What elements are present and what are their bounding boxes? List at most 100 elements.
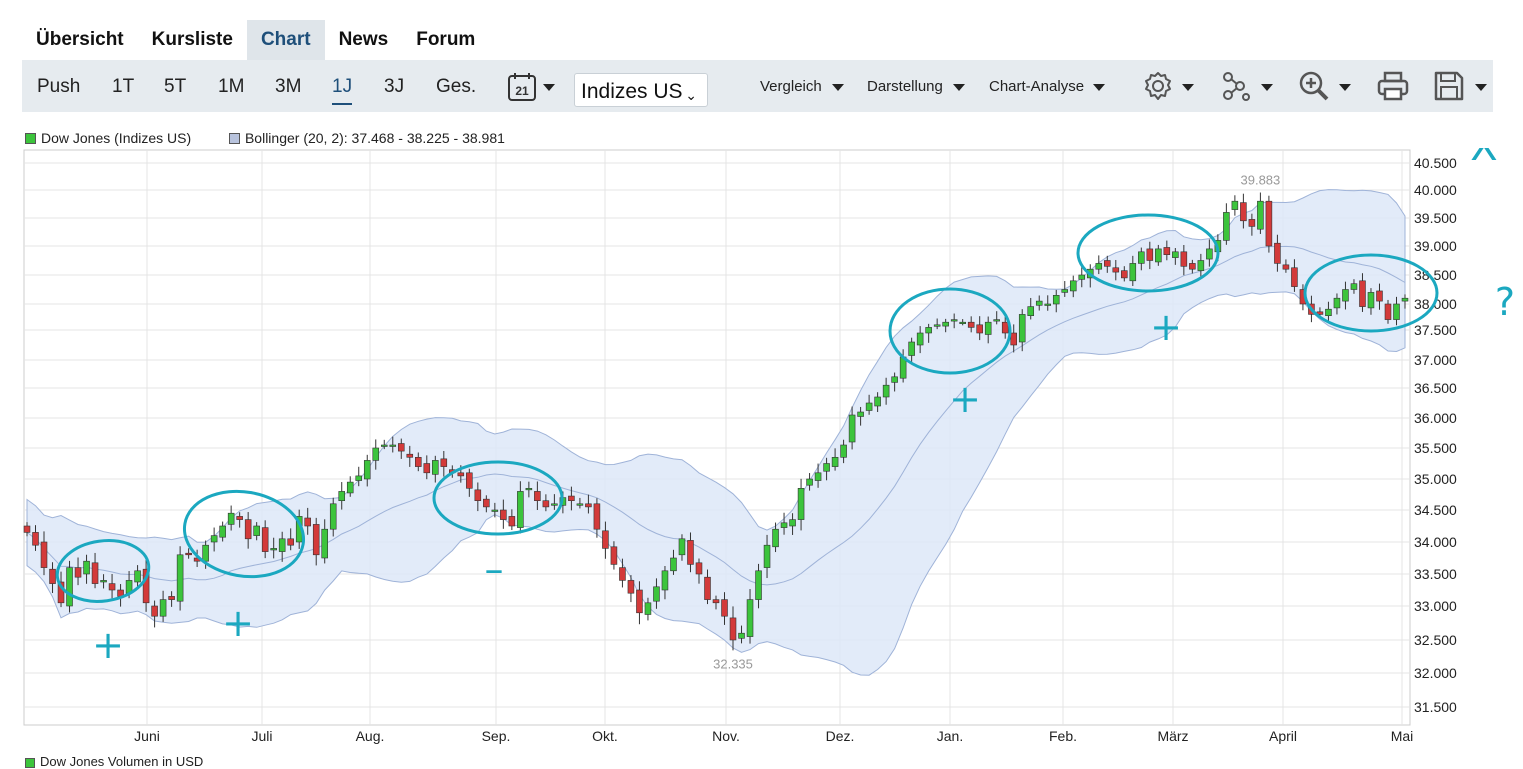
candle <box>1163 247 1171 255</box>
candle <box>346 481 354 494</box>
annotation-mark: + <box>1150 305 1182 349</box>
period-3m[interactable]: 3M <box>275 76 302 97</box>
candle <box>1248 219 1256 227</box>
candle <box>1206 248 1213 260</box>
candle <box>176 554 184 602</box>
zoom-caret-icon[interactable] <box>1339 84 1351 91</box>
legend-swatch-bollinger <box>228 132 240 144</box>
y-tick-label: 35.500 <box>1414 440 1457 456</box>
candle <box>1061 289 1069 293</box>
compare-menu[interactable]: Vergleich <box>760 78 822 95</box>
period-5t[interactable]: 5T <box>164 76 187 97</box>
tab-chart[interactable]: Chart <box>246 20 325 60</box>
candle <box>440 458 448 467</box>
y-tick-label: 36.500 <box>1414 380 1457 396</box>
y-tick-label: 40.500 <box>1414 155 1457 171</box>
candle <box>678 538 686 556</box>
period-1t[interactable]: 1T <box>112 76 135 97</box>
candle <box>66 567 73 607</box>
candle <box>1350 283 1358 290</box>
compare-caret-icon[interactable] <box>832 84 844 91</box>
period-1j[interactable]: 1J <box>332 60 353 114</box>
tab-forum[interactable]: Forum <box>416 29 476 50</box>
market-select[interactable]: Indizes US ⌄ <box>574 73 708 107</box>
candle <box>746 599 754 637</box>
candle <box>1180 251 1188 267</box>
analysis-menu[interactable]: Chart-Analyse <box>989 78 1085 95</box>
candle <box>142 568 150 604</box>
legend-bollinger: Bollinger (20, 2): 37.468 - 38.225 - 38.… <box>244 130 505 147</box>
period-ges[interactable]: Ges. <box>436 76 477 97</box>
volume-legend-label: Dow Jones Volumen in USD <box>40 754 204 769</box>
period-1m[interactable]: 1M <box>218 76 245 97</box>
candle <box>500 509 507 520</box>
candle <box>134 570 141 583</box>
volume-swatch <box>25 757 35 768</box>
y-tick-label: 37.000 <box>1414 352 1457 368</box>
zoom-in-icon[interactable] <box>1298 70 1330 107</box>
candle <box>397 443 405 452</box>
candle <box>57 581 65 604</box>
y-tick-label: 32.000 <box>1414 665 1457 681</box>
y-tick-label: 40.000 <box>1414 182 1457 198</box>
candle <box>380 444 388 447</box>
settings-caret-icon[interactable] <box>1182 84 1194 91</box>
display-menu[interactable]: Darstellung <box>867 78 943 95</box>
candle <box>661 570 669 591</box>
candle <box>967 321 975 328</box>
tab-kursliste[interactable]: Kursliste <box>151 29 233 50</box>
x-tick-label: Aug. <box>356 728 385 744</box>
main-tabs: Übersicht Kursliste Chart News Forum <box>22 20 489 60</box>
candle <box>916 332 924 346</box>
candle <box>74 567 82 578</box>
y-tick-label: 32.500 <box>1414 632 1457 648</box>
candle <box>780 522 788 528</box>
candle <box>840 444 847 458</box>
candle <box>525 487 533 491</box>
period-3j[interactable]: 3J <box>384 76 405 97</box>
chart-toolbar: Push 1T 5T 1M 3M 1J 3J Ges. 21 Indizes U… <box>22 60 1493 112</box>
candle <box>329 503 337 530</box>
candle <box>159 599 167 617</box>
candle <box>1333 297 1341 309</box>
y-tick-label: 31.500 <box>1414 699 1457 715</box>
save-icon[interactable] <box>1433 70 1465 107</box>
candle <box>415 456 422 467</box>
indicators-caret-icon[interactable] <box>1261 84 1273 91</box>
candle <box>644 602 652 615</box>
candle <box>814 472 822 481</box>
candle <box>1393 303 1400 320</box>
candle <box>848 414 856 443</box>
indicators-icon[interactable] <box>1220 70 1252 107</box>
candle <box>432 460 439 475</box>
candle <box>721 599 728 617</box>
candle <box>619 567 626 581</box>
candle <box>1291 267 1298 287</box>
candle <box>1027 306 1035 317</box>
calendar-caret-icon[interactable] <box>543 84 555 91</box>
candle <box>1265 200 1273 247</box>
candle <box>474 489 482 502</box>
y-tick-label: 34.000 <box>1414 534 1457 550</box>
period-push[interactable]: Push <box>37 76 81 97</box>
handwritten-annotations: + + – + +? X <box>55 148 1515 667</box>
candle <box>627 580 635 594</box>
tab-news[interactable]: News <box>338 29 389 50</box>
candle <box>542 500 550 508</box>
y-tick-label: 35.000 <box>1414 471 1457 487</box>
candle <box>304 517 311 527</box>
settings-gear-icon[interactable] <box>1142 70 1174 107</box>
candle <box>1223 212 1230 241</box>
candle <box>508 516 516 527</box>
tab-uebersicht[interactable]: Übersicht <box>36 29 124 50</box>
candle <box>457 472 465 477</box>
candle <box>1146 248 1154 261</box>
print-icon[interactable] <box>1376 70 1410 107</box>
candle <box>1282 264 1290 270</box>
analysis-caret-icon[interactable] <box>1093 84 1105 91</box>
display-caret-icon[interactable] <box>953 84 965 91</box>
candle <box>363 460 371 480</box>
save-caret-icon[interactable] <box>1475 84 1487 91</box>
calendar-icon[interactable]: 21 <box>507 72 537 107</box>
candle <box>1384 303 1392 320</box>
